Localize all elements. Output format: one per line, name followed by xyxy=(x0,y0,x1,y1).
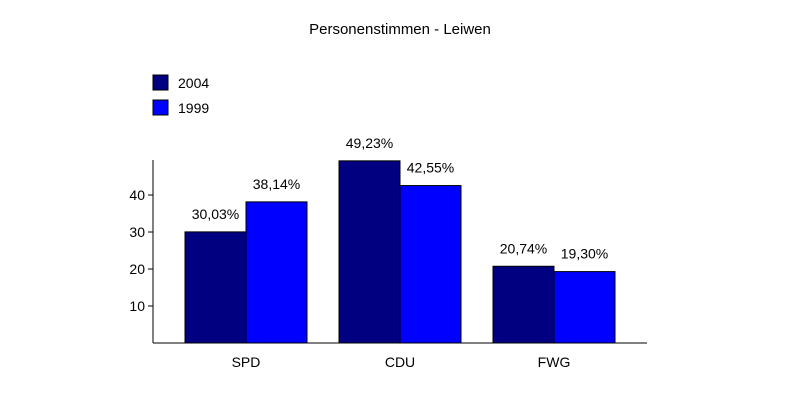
category-labels: SPD CDU FWG xyxy=(232,354,571,370)
bar-fwg-1999 xyxy=(553,271,616,344)
data-label-cdu-1999: 42,55% xyxy=(407,160,454,176)
legend-swatch-2004 xyxy=(152,74,169,91)
y-axis-ticks: 10 20 30 40 xyxy=(129,187,153,314)
category-label-cdu: CDU xyxy=(385,354,415,370)
bar-spd-2004 xyxy=(184,231,247,344)
legend-swatch-1999 xyxy=(152,99,169,116)
data-label-fwg-1999: 19,30% xyxy=(561,246,608,262)
bar-cdu-2004 xyxy=(338,160,401,344)
data-label-fwg-2004: 20,74% xyxy=(500,240,547,256)
data-label-spd-2004: 30,03% xyxy=(192,206,239,222)
bar-spd-1999 xyxy=(245,201,308,344)
y-tick-label: 10 xyxy=(129,298,145,314)
data-label-spd-1999: 38,14% xyxy=(253,176,300,192)
category-label-spd: SPD xyxy=(232,354,261,370)
legend-label-2004: 2004 xyxy=(178,75,209,91)
y-tick-label: 40 xyxy=(129,187,145,203)
y-tick-label: 30 xyxy=(129,224,145,240)
legend-label-1999: 1999 xyxy=(178,100,209,116)
category-label-fwg: FWG xyxy=(538,354,571,370)
data-labels: 30,03% 38,14% 49,23% 42,55% 20,74% 19,30% xyxy=(192,135,608,262)
bar-fwg-2004 xyxy=(492,265,555,344)
data-label-cdu-2004: 49,23% xyxy=(346,135,393,151)
y-tick-label: 20 xyxy=(129,261,145,277)
legend: 2004 1999 xyxy=(152,74,209,116)
bar-cdu-1999 xyxy=(399,185,462,344)
chart-title: Personenstimmen - Leiwen xyxy=(309,21,491,38)
bars xyxy=(184,160,616,344)
